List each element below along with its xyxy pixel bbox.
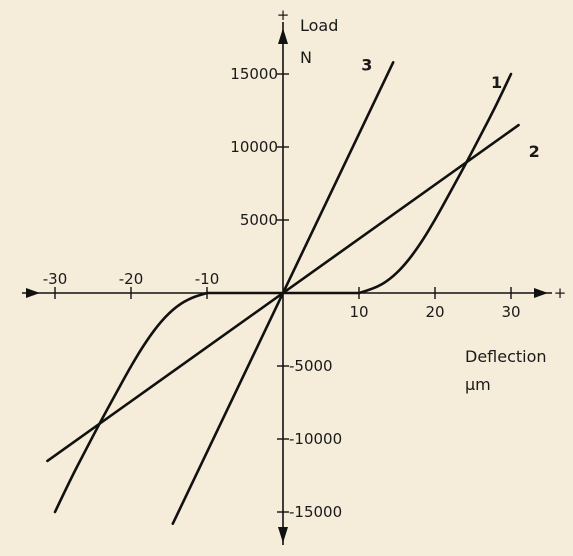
x-tick-label: 20 <box>425 303 444 321</box>
series-group: 1 2 3 <box>46 55 540 525</box>
y-axis-arrow-top <box>278 28 288 44</box>
series-2-label: 2 <box>529 142 540 161</box>
series-1-line <box>53 291 209 514</box>
y-axis: 15000 10000 5000 -5000 -10000 -15000 + Load N <box>230 6 342 545</box>
x-axis-arrow-right <box>534 288 548 298</box>
y-axis-unit: N <box>300 48 312 67</box>
x-axis-label: Deflection <box>465 347 547 366</box>
y-tick-label: -5000 <box>289 357 333 375</box>
x-axis-ticks: -30 -20 -10 10 20 30 <box>43 270 521 321</box>
series-3-label: 3 <box>361 55 372 74</box>
x-axis-end-symbol: + <box>554 284 567 302</box>
x-tick-label: 30 <box>501 303 520 321</box>
y-axis-end-symbol: + <box>277 6 290 24</box>
y-axis-ticks: 15000 10000 5000 -5000 -10000 -15000 <box>230 65 342 521</box>
x-tick-label: -20 <box>119 270 144 288</box>
x-tick-label: 10 <box>349 303 368 321</box>
series-1-label: 1 <box>491 73 502 92</box>
series-1-line <box>357 72 513 295</box>
y-tick-label: 15000 <box>230 65 278 83</box>
y-tick-label: -10000 <box>289 430 342 448</box>
y-tick-label: -15000 <box>289 503 342 521</box>
y-tick-label: 5000 <box>240 211 278 229</box>
x-axis: -30 -20 -10 10 20 30 + Deflection µm <box>22 270 566 394</box>
x-axis-arrow-left <box>26 288 40 298</box>
series-3: 3 <box>171 55 395 525</box>
x-tick-label: -30 <box>43 270 68 288</box>
y-tick-label: 10000 <box>230 138 278 156</box>
x-axis-unit: µm <box>465 375 491 394</box>
y-axis-arrow-bottom <box>278 527 288 543</box>
x-tick-label: -10 <box>195 270 220 288</box>
series-3-line <box>171 61 395 525</box>
y-axis-label: Load <box>300 16 338 35</box>
